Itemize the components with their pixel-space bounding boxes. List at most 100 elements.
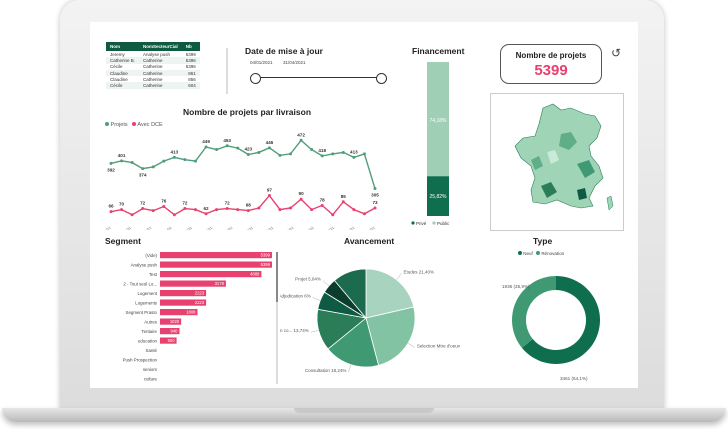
point-projets[interactable]: [331, 152, 335, 156]
avancement-slice[interactable]: [327, 317, 380, 368]
point-dce[interactable]: [151, 209, 155, 213]
avancement-slice[interactable]: [333, 268, 367, 320]
type-slice[interactable]: [521, 276, 600, 364]
point-dce[interactable]: [362, 212, 366, 216]
segment-bar[interactable]: [160, 271, 262, 278]
point-dce[interactable]: [130, 213, 134, 217]
table-cell: Claudine: [110, 76, 128, 82]
laptop-notch: [294, 408, 434, 413]
avancement-slice[interactable]: [365, 306, 416, 366]
point-projets[interactable]: [320, 154, 324, 158]
point-dce[interactable]: [172, 213, 176, 217]
segment-bar[interactable]: [160, 337, 177, 344]
point-projets[interactable]: [162, 159, 166, 163]
point-projets[interactable]: [373, 187, 377, 191]
point-dce[interactable]: [162, 204, 166, 208]
point-projets[interactable]: [120, 159, 124, 163]
table-header-0[interactable]: Nom: [106, 42, 140, 51]
segment-scrollbar-thumb[interactable]: [276, 252, 278, 302]
table-row[interactable]: Jeremy Analyse push 5399: [106, 51, 200, 57]
point-label: 72: [182, 201, 188, 206]
point-projets[interactable]: [151, 165, 155, 169]
point-dce[interactable]: [109, 210, 113, 214]
point-projets[interactable]: [267, 146, 271, 150]
point-projets[interactable]: [278, 153, 282, 157]
date-slider-start-handle[interactable]: [250, 73, 261, 84]
point-dce[interactable]: [246, 209, 250, 213]
table-row[interactable]: Cécile Catherine 604: [106, 82, 200, 89]
segment-bar[interactable]: [160, 261, 272, 268]
point-dce[interactable]: [373, 206, 377, 210]
point-projets[interactable]: [172, 155, 176, 159]
table-row[interactable]: Catherine B. Catherine 5396: [106, 57, 200, 64]
segment-bar[interactable]: [160, 252, 272, 259]
point-projets[interactable]: [246, 152, 250, 156]
point-projets[interactable]: [362, 152, 366, 156]
kpi-card[interactable]: Nombre de projets 5399: [500, 44, 602, 84]
point-dce[interactable]: [215, 208, 219, 212]
type-chart[interactable]: 3461 (64,1%) 1936 (35,9%): [470, 258, 638, 384]
type-slice[interactable]: [512, 276, 556, 348]
table-header-2[interactable]: Nb: [181, 42, 200, 51]
point-dce[interactable]: [320, 203, 324, 207]
point-dce[interactable]: [341, 200, 345, 204]
point-projets[interactable]: [141, 167, 145, 171]
segment-bar[interactable]: [160, 299, 207, 306]
point-dce[interactable]: [225, 207, 229, 211]
point-projets[interactable]: [310, 148, 314, 152]
undo-icon[interactable]: ↺: [611, 46, 622, 60]
date-slider-track[interactable]: [256, 77, 380, 79]
point-projets[interactable]: [299, 138, 303, 142]
segment-bar[interactable]: [160, 318, 182, 325]
point-projets[interactable]: [341, 150, 345, 154]
segment-bar[interactable]: [160, 290, 207, 297]
point-dce[interactable]: [120, 208, 124, 212]
point-projets[interactable]: [193, 159, 197, 163]
point-projets[interactable]: [183, 158, 187, 162]
point-projets[interactable]: [289, 152, 293, 156]
point-label: 72: [140, 201, 146, 206]
date-end[interactable]: 31/04/2021: [283, 60, 306, 65]
table-row[interactable]: Claudine Catherine 856: [106, 76, 200, 82]
point-dce[interactable]: [257, 206, 261, 210]
point-dce[interactable]: [267, 194, 271, 198]
names-table[interactable]: Nom NomSecteurCial Nb Jeremy Analyse push 53…: [106, 42, 224, 100]
segment-bar[interactable]: [160, 280, 226, 287]
point-dce[interactable]: [289, 206, 293, 210]
table-header-1[interactable]: NomSecteurCial: [139, 42, 182, 51]
point-dce[interactable]: [183, 207, 187, 211]
point-dce[interactable]: [204, 212, 208, 216]
segment-chart[interactable]: (Vide) 5399 Analyse push 5399 Test 4889 2 - To…: [102, 250, 282, 384]
segment-bar[interactable]: [160, 309, 198, 316]
point-projets[interactable]: [352, 155, 356, 159]
point-projets[interactable]: [257, 150, 261, 154]
point-dce[interactable]: [310, 208, 314, 212]
point-projets[interactable]: [225, 144, 229, 148]
table-row[interactable]: Cécile Catherine 5396: [106, 64, 200, 70]
map-france[interactable]: [490, 93, 624, 231]
table-scrollbar[interactable]: [226, 48, 228, 94]
point-dce[interactable]: [236, 208, 240, 212]
table-row[interactable]: Claudine Catherine 861: [106, 69, 200, 77]
point-projets[interactable]: [236, 146, 240, 150]
point-dce[interactable]: [278, 208, 282, 212]
date-start[interactable]: 04/01/2021: [250, 60, 273, 65]
table-cell: Catherine B.: [106, 57, 140, 64]
point-dce[interactable]: [193, 208, 197, 212]
livraison-chart[interactable]: 392 401 374 413 449 453 423 446 472 418 413 305 66 70…: [105, 132, 385, 230]
date-slider-end-handle[interactable]: [376, 73, 387, 84]
point-dce[interactable]: [299, 197, 303, 201]
point-projets[interactable]: [130, 161, 134, 165]
point-dce[interactable]: [331, 213, 335, 217]
financement-bar-prive[interactable]: [427, 176, 449, 216]
segment-scrollbar[interactable]: [276, 252, 278, 384]
segment-bar[interactable]: [160, 328, 180, 335]
financement-bar-public[interactable]: [427, 62, 449, 177]
avancement-chart[interactable]: Etudes 21,40% Selection Mtre d'oeuvre 24,…: [280, 250, 460, 384]
point-dce[interactable]: [352, 208, 356, 212]
table-cell: 856: [188, 76, 196, 82]
point-dce[interactable]: [141, 207, 145, 211]
point-projets[interactable]: [204, 145, 208, 149]
point-projets[interactable]: [109, 161, 113, 165]
point-projets[interactable]: [215, 148, 219, 152]
